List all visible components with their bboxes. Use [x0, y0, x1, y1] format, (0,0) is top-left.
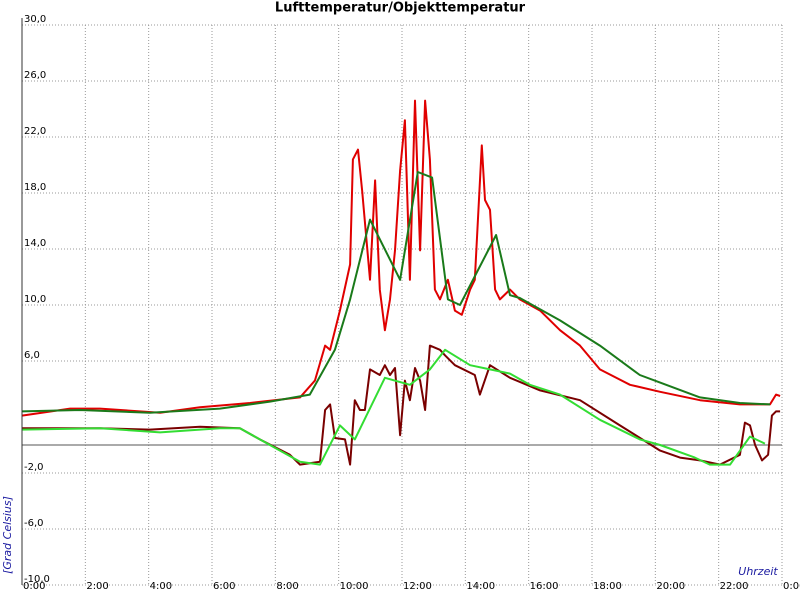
x-tick-label: 14:00: [466, 581, 495, 592]
x-tick-label: 22:00: [720, 581, 749, 592]
y-tick-label: -2,0: [24, 462, 44, 473]
y-tick-label: 18,0: [24, 182, 46, 193]
x-tick-label: 16:00: [530, 581, 559, 592]
x-tick-label: 10:00: [340, 581, 369, 592]
x-tick-label: 2:00: [86, 581, 108, 592]
y-tick-label: 14,0: [24, 238, 46, 249]
y-axis-label: [Grad Celsius]: [1, 496, 14, 574]
series-line: [21, 348, 766, 466]
y-tick-label: 30,0: [24, 14, 46, 25]
y-tick-label: 6,0: [24, 350, 40, 361]
x-tick-label: 12:00: [403, 581, 432, 592]
x-tick-label: 20:00: [656, 581, 685, 592]
y-tick-label: 10,0: [24, 294, 46, 305]
x-axis-label: Uhrzeit: [738, 565, 778, 578]
x-tick-label: 18:00: [593, 581, 622, 592]
x-tick-label: 6:00: [213, 581, 235, 592]
y-tick-label: 26,0: [24, 70, 46, 81]
series-line: [21, 171, 771, 414]
chart-title: Lufttemperatur/Objekttemperatur: [275, 1, 526, 16]
x-tick-label: 4:00: [150, 581, 172, 592]
x-tick-label: 0:00: [23, 581, 45, 592]
series-line: [21, 99, 781, 417]
y-tick-label: -10,0: [24, 574, 50, 585]
x-tick-label: 8:00: [276, 581, 298, 592]
y-tick-label: 22,0: [24, 126, 46, 137]
x-tick-label: 0:00: [783, 581, 800, 592]
y-tick-label: -6,0: [24, 518, 44, 529]
plot-lines: [21, 99, 781, 466]
